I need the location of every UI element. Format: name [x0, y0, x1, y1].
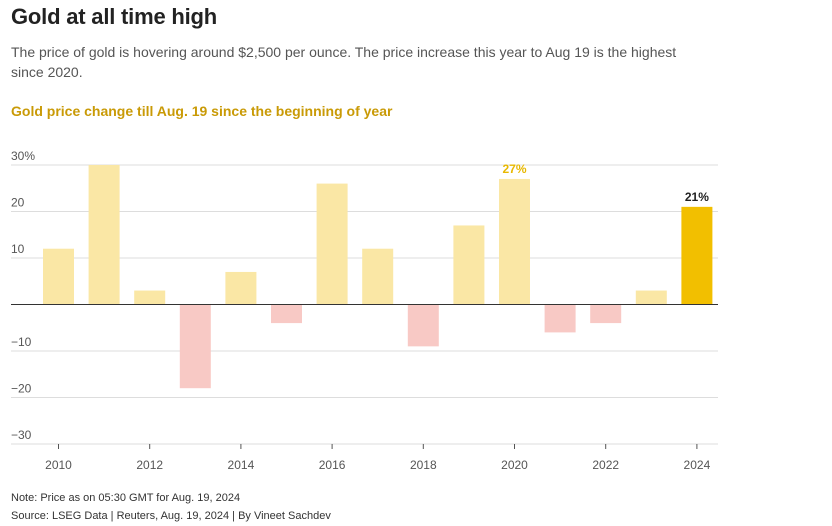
y-tick-label: 20 — [11, 196, 25, 210]
data-labels: 27% 21% — [502, 162, 709, 204]
x-tick-label: 2022 — [592, 458, 619, 472]
y-tick-label: −20 — [11, 382, 32, 396]
y-tick-label: −10 — [11, 335, 32, 349]
data-label-2020: 27% — [502, 162, 526, 176]
bar-2010 — [43, 248, 74, 305]
bar-2021 — [544, 304, 576, 333]
x-tick-label: 2014 — [228, 458, 255, 472]
bars — [43, 165, 713, 389]
x-tick-label: 2024 — [684, 458, 711, 472]
x-axis: 2010 2012 2014 2016 2018 2020 2022 2024 — [45, 444, 711, 472]
source-line: Source: LSEG Data | Reuters, Aug. 19, 20… — [11, 510, 331, 522]
bar-2013 — [179, 304, 211, 389]
bar-2014 — [225, 271, 257, 305]
bar-2023 — [635, 290, 667, 305]
x-tick-label: 2012 — [136, 458, 163, 472]
bar-2011 — [88, 165, 120, 305]
bar-2019 — [453, 225, 485, 305]
bar-2015 — [271, 304, 302, 324]
y-tick-label: 10 — [11, 242, 25, 256]
page-title: Gold at all time high — [11, 4, 218, 29]
footnote: Note: Price as on 05:30 GMT for Aug. 19,… — [11, 492, 241, 504]
bar-2020 — [499, 178, 530, 305]
y-tick-label: 30% — [11, 149, 35, 163]
x-tick-label: 2018 — [410, 458, 437, 472]
x-tick-label: 2016 — [319, 458, 346, 472]
bar-2018 — [407, 304, 439, 347]
x-tick-label: 2020 — [501, 458, 528, 472]
bar-chart: 30%2010−10−20−30 2010 2012 2014 2016 2018 202… — [11, 149, 718, 472]
y-axis-labels: 30% 20 10 −10 −20 −30 — [11, 149, 35, 442]
bar-2022 — [590, 304, 622, 324]
chart-title: Gold price change till Aug. 19 since the… — [11, 103, 393, 119]
bar-2012 — [134, 290, 166, 305]
x-tick-label: 2010 — [45, 458, 72, 472]
y-tick-label: −30 — [11, 428, 32, 442]
bar-2016 — [316, 183, 348, 305]
data-label-2024: 21% — [685, 190, 709, 204]
bar-2017 — [362, 248, 394, 305]
page-subtitle: The price of gold is hovering around $2,… — [11, 44, 677, 80]
bar-2024 — [681, 206, 713, 305]
